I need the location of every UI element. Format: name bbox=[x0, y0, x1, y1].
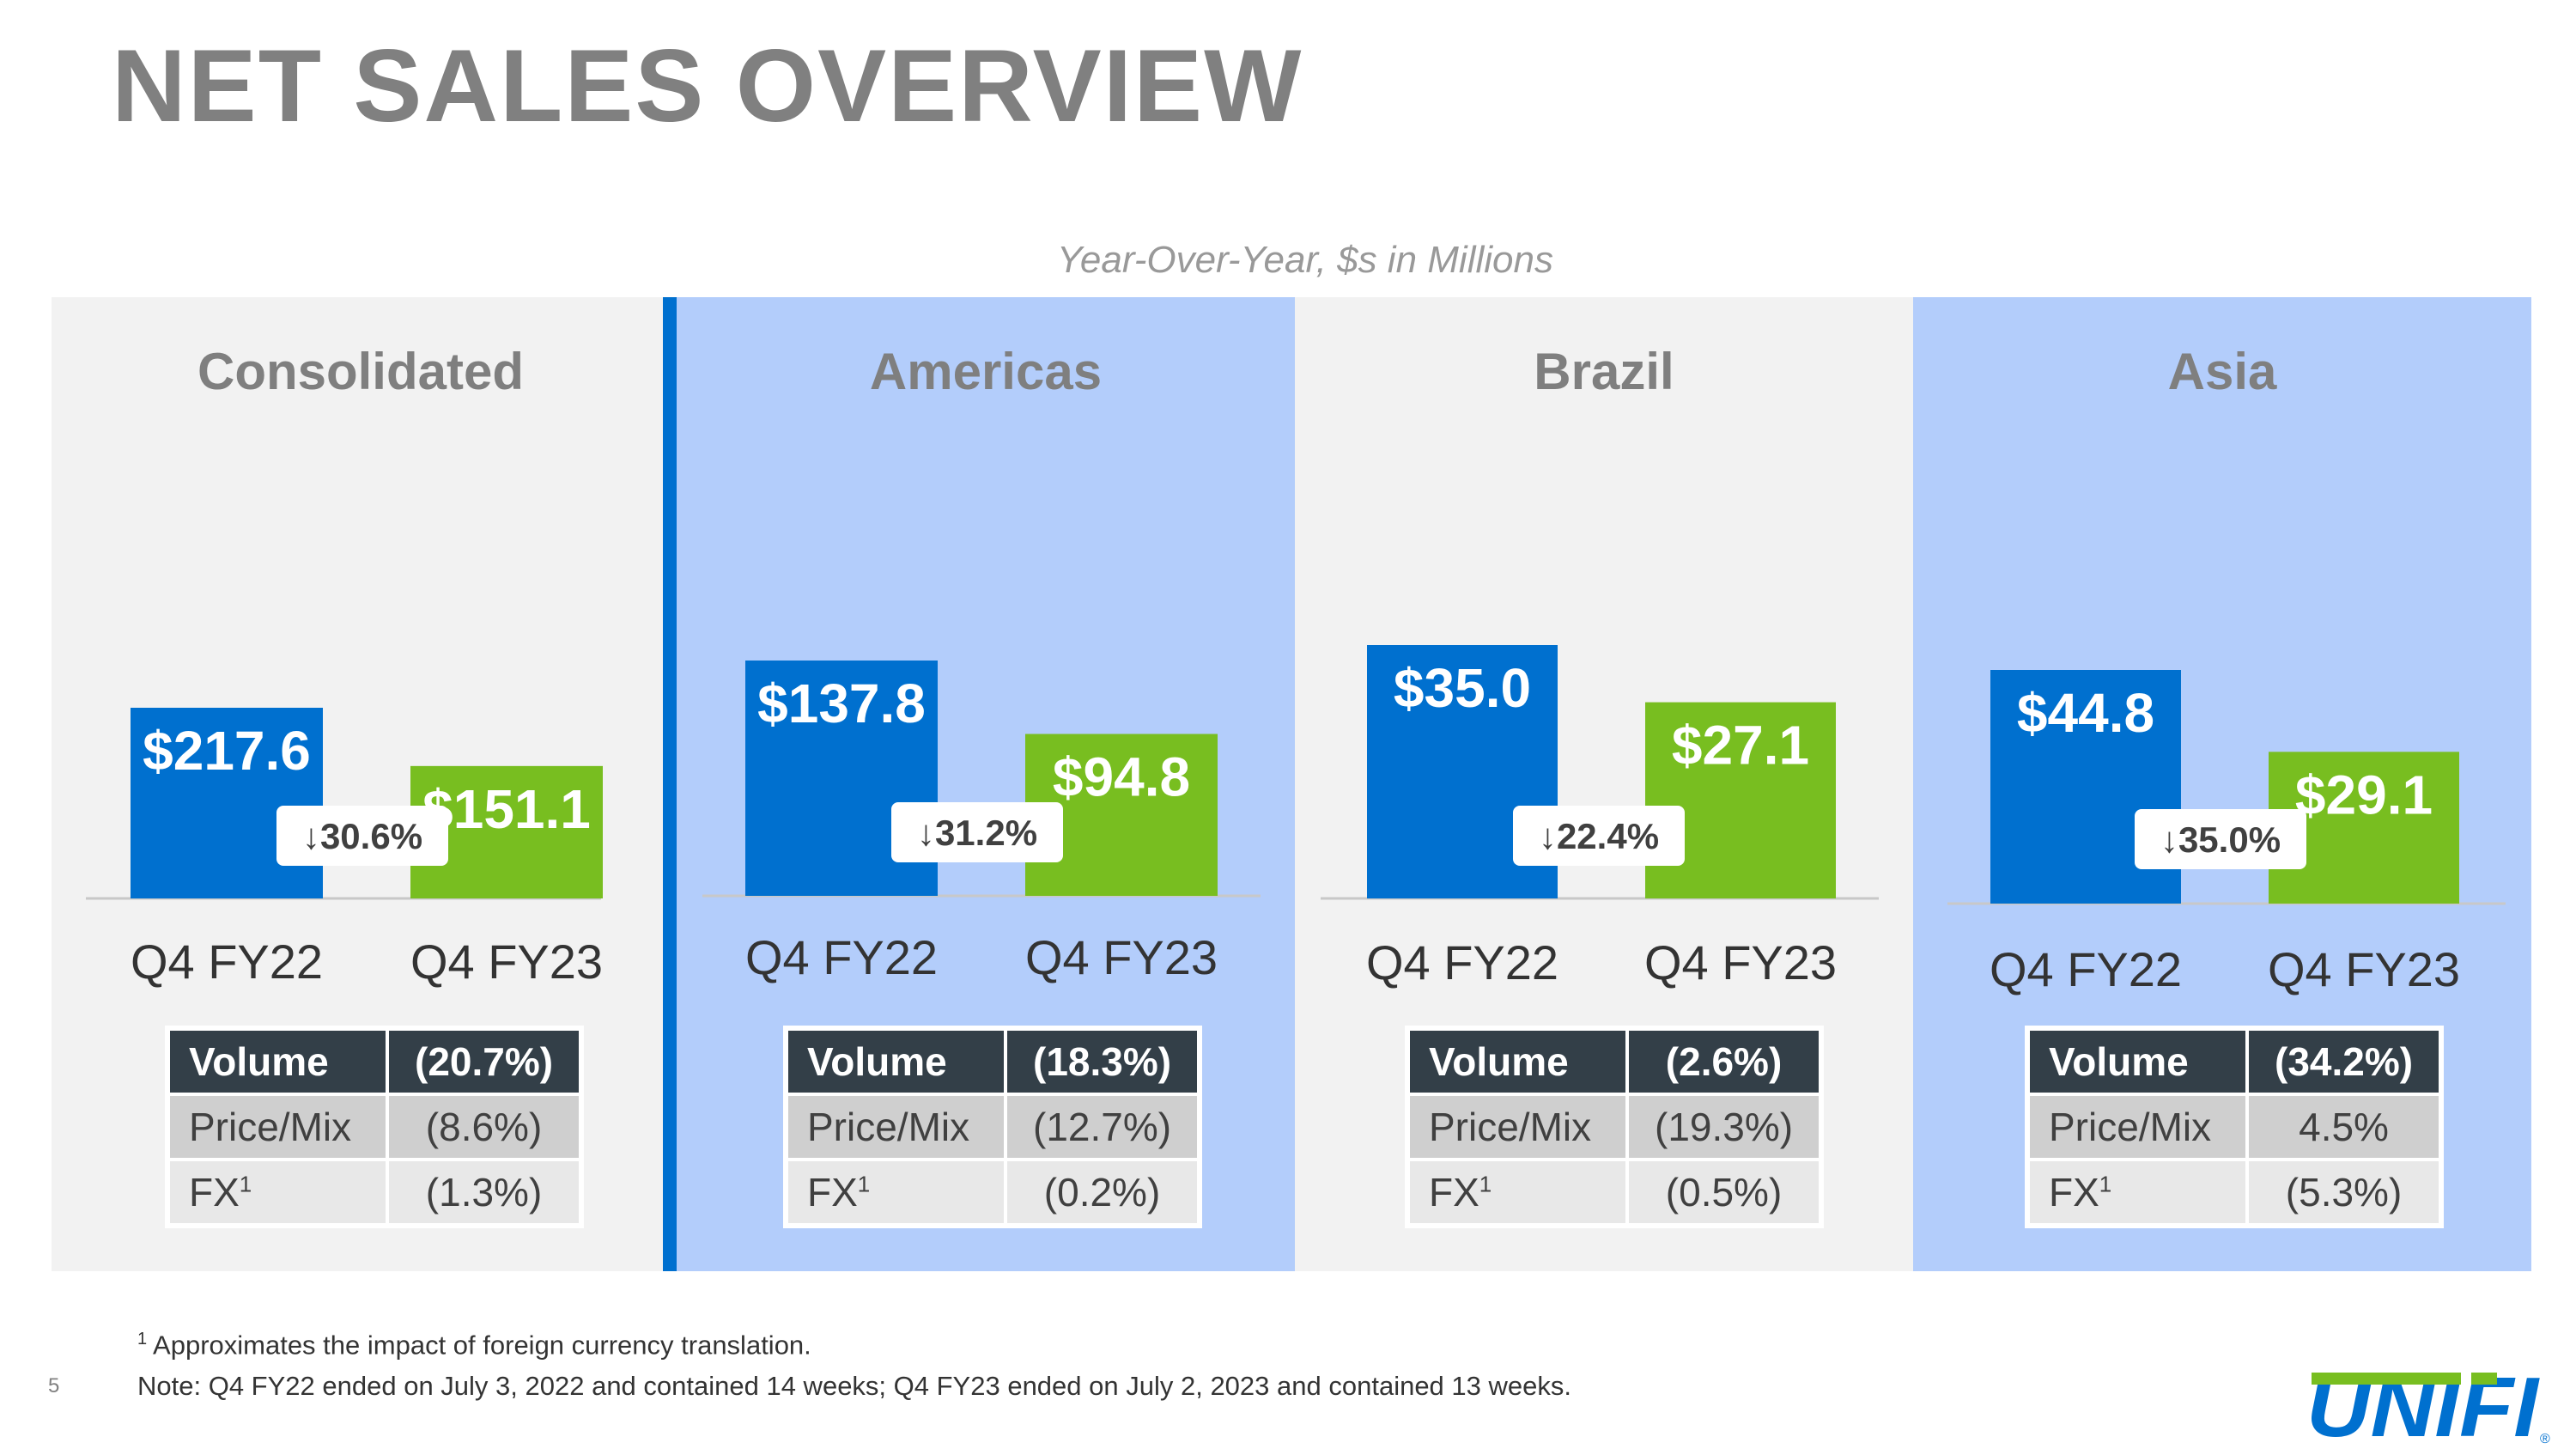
category-label: Q4 FY23 bbox=[410, 935, 603, 989]
bar-value-label: $217.6 bbox=[143, 720, 311, 782]
table-row-fx: FX1 (0.2%) bbox=[784, 1158, 1200, 1227]
driver-value: (1.3%) bbox=[386, 1158, 582, 1227]
driver-value: (12.7%) bbox=[1004, 1093, 1200, 1161]
panel-title: Consolidated bbox=[197, 343, 524, 400]
category-label: Q4 FY23 bbox=[1025, 930, 1218, 984]
drivers-table: Volume (34.2%) Price/Mix 4.5% FX1 (5.3%) bbox=[2026, 1027, 2442, 1227]
page-title: NET SALES OVERVIEW bbox=[112, 28, 1303, 143]
change-label: ↓22.4% bbox=[1539, 816, 1659, 856]
bar-value-label: $137.8 bbox=[757, 673, 926, 734]
panel-divider bbox=[663, 297, 677, 1271]
chart-subtitle: Year-Over-Year, $s in Millions bbox=[1057, 239, 1553, 281]
panel-title: Americas bbox=[869, 343, 1103, 400]
footnote-fx: 1 Approximates the impact of foreign cur… bbox=[137, 1330, 811, 1361]
bar-chart-americas: $137.8 Q4 FY22 $94.8 Q4 FY23 ↓31.2% bbox=[702, 661, 1261, 984]
panel-asia: Asia $44.8 Q4 FY22 $29.1 Q4 FY23 ↓35.0% Volu… bbox=[1913, 297, 2531, 1271]
driver-label: Price/Mix bbox=[2026, 1093, 2250, 1161]
driver-label: FX1 bbox=[2026, 1158, 2250, 1227]
bar-value-label: $35.0 bbox=[1394, 657, 1531, 719]
footnote-note: Note: Q4 FY22 ended on July 3, 2022 and … bbox=[137, 1371, 1571, 1401]
change-label: ↓31.2% bbox=[917, 813, 1037, 853]
panel-title: Brazil bbox=[1534, 343, 1674, 400]
table-row-fx: FX1 (5.3%) bbox=[2026, 1158, 2442, 1227]
bar-chart-asia: $44.8 Q4 FY22 $29.1 Q4 FY23 ↓35.0% bbox=[1947, 670, 2506, 996]
driver-label: Volume bbox=[784, 1027, 1008, 1096]
bar-value-label: $44.8 bbox=[2017, 682, 2154, 744]
table-row-price-mix: Price/Mix 4.5% bbox=[2026, 1093, 2442, 1161]
bar-chart-consolidated: $217.6 Q4 FY22 $151.1 Q4 FY23 ↓30.6% bbox=[86, 708, 603, 989]
footnote-marker: 1 bbox=[239, 1171, 252, 1197]
category-label: Q4 FY22 bbox=[745, 930, 938, 984]
logo-accent bbox=[2312, 1373, 2461, 1385]
bar-value-label: $151.1 bbox=[422, 778, 591, 840]
bar-value-label: $29.1 bbox=[2295, 764, 2433, 825]
driver-value: (2.6%) bbox=[1625, 1027, 1822, 1096]
logo-accent bbox=[2471, 1373, 2497, 1385]
panel-title: Asia bbox=[2167, 343, 2277, 400]
panel-americas: Americas $137.8 Q4 FY22 $94.8 Q4 FY23 ↓31.2%… bbox=[677, 297, 1295, 1271]
footnote-marker: 1 bbox=[2099, 1171, 2112, 1197]
bar-q4fy22 bbox=[131, 708, 323, 898]
table-row-volume: Volume (18.3%) bbox=[784, 1027, 1200, 1096]
table-row-fx: FX1 (0.5%) bbox=[1406, 1158, 1822, 1227]
unifi-logo: UNIFI ® bbox=[2306, 1366, 2550, 1447]
change-label: ↓35.0% bbox=[2160, 819, 2281, 860]
driver-label: Price/Mix bbox=[784, 1093, 1008, 1161]
bar-value-label: $94.8 bbox=[1053, 746, 1190, 808]
driver-label: FX1 bbox=[1406, 1158, 1630, 1227]
table-row-fx: FX1 (1.3%) bbox=[166, 1158, 582, 1227]
driver-value: (0.2%) bbox=[1004, 1158, 1200, 1227]
driver-value: (5.3%) bbox=[2245, 1158, 2442, 1227]
table-row-volume: Volume (34.2%) bbox=[2026, 1027, 2442, 1096]
bar-value-label: $27.1 bbox=[1672, 715, 1809, 776]
driver-label: Volume bbox=[1406, 1027, 1630, 1096]
footnote-marker: 1 bbox=[857, 1171, 871, 1197]
page-number: 5 bbox=[48, 1374, 60, 1397]
panel-consolidated: Consolidated $217.6 Q4 FY22 $151.1 Q4 FY23 ↓… bbox=[52, 297, 670, 1271]
drivers-table: Volume (2.6%) Price/Mix (19.3%) FX1 (0.5… bbox=[1406, 1027, 1822, 1227]
drivers-table: Volume (18.3%) Price/Mix (12.7%) FX1 (0.… bbox=[784, 1027, 1200, 1227]
table-row-price-mix: Price/Mix (19.3%) bbox=[1406, 1093, 1822, 1161]
driver-label: Price/Mix bbox=[166, 1093, 390, 1161]
change-badge bbox=[2135, 809, 2306, 869]
footnote-marker: 1 bbox=[1479, 1171, 1492, 1197]
category-label: Q4 FY22 bbox=[131, 935, 323, 989]
driver-value: (0.5%) bbox=[1625, 1158, 1822, 1227]
driver-value: (19.3%) bbox=[1625, 1093, 1822, 1161]
category-label: Q4 FY23 bbox=[1644, 935, 1837, 989]
driver-value: 4.5% bbox=[2245, 1093, 2442, 1161]
drivers-table: Volume (20.7%) Price/Mix (8.6%) FX1 (1.3… bbox=[166, 1027, 582, 1227]
change-label: ↓30.6% bbox=[302, 816, 422, 856]
change-badge bbox=[276, 806, 448, 866]
category-label: Q4 FY22 bbox=[1990, 942, 2182, 996]
change-badge bbox=[891, 802, 1063, 862]
table-row-price-mix: Price/Mix (12.7%) bbox=[784, 1093, 1200, 1161]
driver-label: FX1 bbox=[784, 1158, 1008, 1227]
panel-brazil: Brazil $35.0 Q4 FY22 $27.1 Q4 FY23 ↓22.4% Vo… bbox=[1295, 297, 1913, 1271]
bar-chart-brazil: $35.0 Q4 FY22 $27.1 Q4 FY23 ↓22.4% bbox=[1321, 645, 1879, 989]
table-row-volume: Volume (20.7%) bbox=[166, 1027, 582, 1096]
driver-label: Volume bbox=[2026, 1027, 2250, 1096]
driver-label: Volume bbox=[166, 1027, 390, 1096]
category-label: Q4 FY22 bbox=[1366, 935, 1558, 989]
driver-label: FX1 bbox=[166, 1158, 390, 1227]
driver-value: (18.3%) bbox=[1004, 1027, 1200, 1096]
driver-value: (20.7%) bbox=[386, 1027, 582, 1096]
table-row-price-mix: Price/Mix (8.6%) bbox=[166, 1093, 582, 1161]
footnote-marker: 1 bbox=[137, 1330, 148, 1349]
driver-label: Price/Mix bbox=[1406, 1093, 1630, 1161]
category-label: Q4 FY23 bbox=[2268, 942, 2460, 996]
driver-value: (8.6%) bbox=[386, 1093, 582, 1161]
logo-registered-mark: ® bbox=[2540, 1432, 2550, 1446]
driver-value: (34.2%) bbox=[2245, 1027, 2442, 1096]
change-badge bbox=[1513, 806, 1685, 866]
table-row-volume: Volume (2.6%) bbox=[1406, 1027, 1822, 1096]
